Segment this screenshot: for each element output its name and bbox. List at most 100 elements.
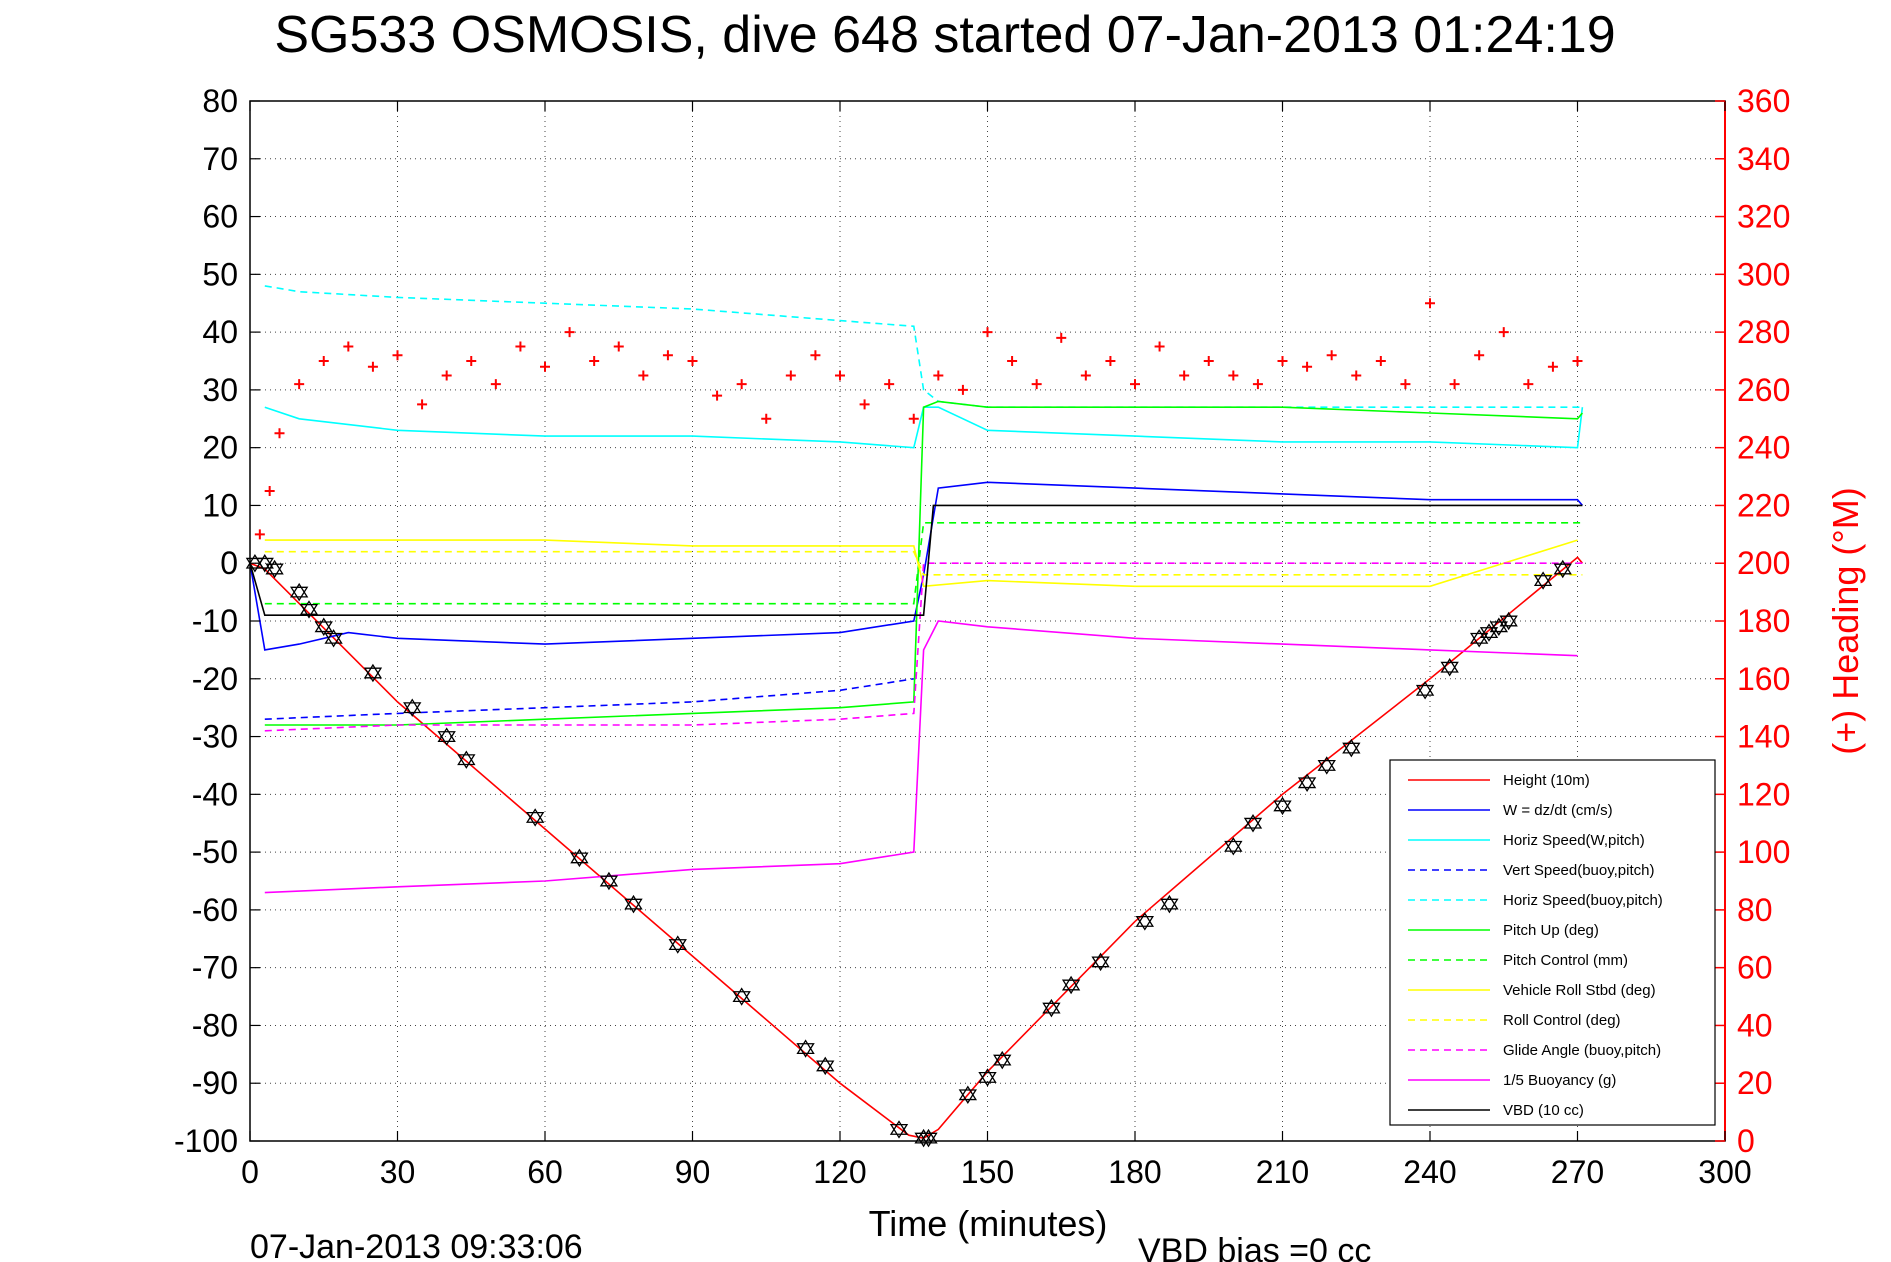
heading-point [933, 370, 944, 381]
x-tick-label: 210 [1256, 1154, 1309, 1190]
heading-point [540, 361, 550, 372]
depth-marker [1553, 559, 1572, 579]
y-tick-label: 30 [202, 372, 238, 408]
heading-point [1572, 356, 1583, 366]
legend-label: VBD (10 cc) [1503, 1102, 1584, 1119]
heading-point [1375, 356, 1386, 366]
heading-point [417, 399, 428, 410]
x-tick-label: 90 [675, 1154, 711, 1190]
depth-marker [816, 1056, 835, 1076]
y2-tick-label: 20 [1737, 1065, 1773, 1101]
heading-point [810, 350, 821, 361]
series-line [249, 481, 1584, 651]
depth-marker [1297, 773, 1317, 793]
heading-point [274, 428, 285, 439]
series-line [264, 285, 1583, 409]
y-tick-label: 0 [220, 545, 238, 581]
depth-marker [1273, 796, 1292, 816]
depth-marker [1061, 975, 1081, 995]
series-line [264, 678, 914, 720]
y2-tick-label: 240 [1737, 430, 1790, 466]
heading-point [835, 370, 845, 381]
y2-tick-label: 160 [1737, 661, 1790, 697]
heading-point [1007, 356, 1018, 366]
heading-point [1326, 350, 1337, 361]
heading-point [441, 370, 452, 381]
depth-marker [889, 1120, 909, 1139]
series-layer [249, 285, 1584, 1139]
heading-point [1228, 370, 1239, 381]
depth-marker [1091, 952, 1110, 972]
x-tick-label: 270 [1551, 1154, 1604, 1190]
legend-label: Horiz Speed(buoy,pitch) [1503, 892, 1663, 909]
heading-point [1498, 327, 1509, 338]
y2-tick-label: 220 [1737, 487, 1790, 523]
grid-lines [250, 101, 1725, 1141]
series-line [264, 620, 1578, 894]
y-tick-label: 20 [202, 430, 238, 466]
heading-point [662, 350, 673, 361]
y2-tick-label: 260 [1737, 372, 1790, 408]
y2-tick-label: 140 [1737, 719, 1790, 755]
x-tick-label: 0 [241, 1154, 259, 1190]
depth-marker [525, 808, 545, 827]
series-line [264, 400, 1584, 726]
depth-marker [958, 1085, 978, 1105]
depth-marker [732, 987, 751, 1006]
legend: Height (10m) W = dz/dt (cm/s) Horiz Speed(… [1389, 759, 1716, 1126]
depth-marker [599, 871, 619, 891]
series-line [264, 550, 1583, 576]
heading-point [957, 384, 968, 395]
heading-point [490, 379, 501, 390]
depth-marker [1533, 571, 1553, 590]
depth-marker [570, 848, 589, 868]
heading-point [761, 413, 772, 424]
y-tick-label: 10 [202, 487, 238, 523]
y-tick-label: -10 [192, 603, 238, 639]
footer-timestamp: 07-Jan-2013 09:33:06 [250, 1228, 583, 1262]
y2-tick-label: 360 [1737, 83, 1790, 119]
series-line [264, 562, 1583, 732]
x-tick-label: 120 [813, 1154, 866, 1190]
heading-point [1474, 350, 1485, 361]
depth-marker [668, 935, 687, 954]
y2-tick-label: 40 [1737, 1007, 1773, 1043]
legend-label: Vehicle Roll Stbd (deg) [1503, 982, 1656, 999]
heading-point [1252, 379, 1263, 390]
y2-tick-label: 320 [1737, 199, 1790, 235]
y-tick-label: 60 [202, 199, 238, 235]
heading-point [908, 413, 919, 424]
heading-point [466, 356, 477, 366]
heading-point [515, 341, 526, 352]
depth-marker [437, 727, 456, 746]
depth-marker [363, 663, 383, 683]
depth-marker [993, 1050, 1012, 1070]
heading-point [1080, 370, 1091, 381]
y2-tick-label: 80 [1737, 892, 1773, 928]
legend-label: W = dz/dt (cm/s) [1503, 802, 1613, 819]
heading-point [1179, 370, 1190, 381]
x-tick-label: 240 [1403, 1154, 1456, 1190]
heading-point [1400, 379, 1411, 390]
heading-point [1523, 379, 1534, 390]
legend-label: Roll Control (deg) [1503, 1012, 1621, 1029]
y2-tick-label: 180 [1737, 603, 1790, 639]
y-tick-label: -80 [192, 1007, 238, 1043]
y-tick-label: -70 [192, 950, 238, 986]
heading-point [1277, 356, 1288, 366]
heading-point [1105, 356, 1116, 366]
heading-point [589, 356, 600, 366]
y-tick-label: -100 [174, 1123, 238, 1159]
depth-marker [919, 1128, 938, 1148]
y-tick-label: 80 [202, 83, 238, 119]
y-tick-label: 70 [202, 141, 238, 177]
x-axis-label: Time (minutes) [869, 1203, 1108, 1244]
y-tick-label: -30 [192, 719, 238, 755]
heading-point [638, 370, 649, 381]
heading-point [859, 399, 870, 410]
heading-point [712, 390, 723, 401]
depth-marker [403, 698, 422, 717]
heading-point [613, 341, 624, 352]
y-tick-label: -90 [192, 1065, 238, 1101]
series-line [264, 539, 1578, 588]
